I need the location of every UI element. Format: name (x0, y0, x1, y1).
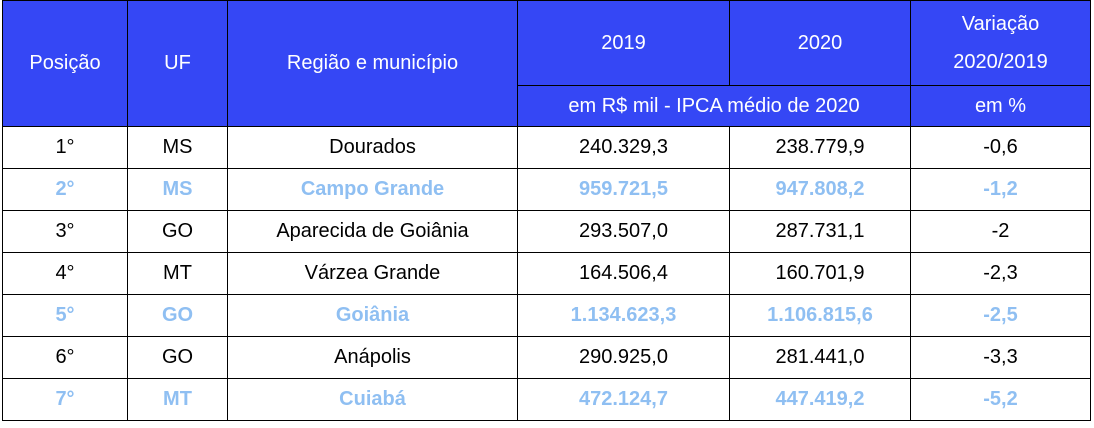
cell-posicao: 2° (2, 168, 128, 211)
cell-municipio: Cuiabá (227, 378, 518, 421)
cell-municipio: Várzea Grande (227, 252, 518, 295)
cell-posicao: 6° (2, 336, 128, 379)
table-header: Posição UF Região e município 2019 2020 … (2, 0, 1091, 127)
cell-posicao: 1° (2, 126, 128, 169)
cell-municipio: Anápolis (227, 336, 518, 379)
header-variacao-line2: 2020/2019 (953, 51, 1048, 73)
cell-posicao: 3° (2, 210, 128, 253)
cell-2020: 447.419,2 (729, 378, 911, 421)
cell-uf: MT (127, 378, 228, 421)
cell-posicao: 7° (2, 378, 128, 421)
header-posicao: Posição (2, 0, 128, 127)
cell-posicao: 4° (2, 252, 128, 295)
cell-variacao: -2,5 (910, 294, 1091, 337)
cell-municipio: Aparecida de Goiânia (227, 210, 518, 253)
cell-2020: 947.808,2 (729, 168, 911, 211)
cell-2019: 1.134.623,3 (517, 294, 730, 337)
cell-2019: 293.507,0 (517, 210, 730, 253)
header-2019: 2019 (517, 0, 730, 86)
cell-variacao: -3,3 (910, 336, 1091, 379)
cell-uf: MS (127, 168, 228, 211)
cell-uf: MS (127, 126, 228, 169)
table-row: 1° MS Dourados 240.329,3 238.779,9 -0,6 (2, 126, 1091, 169)
table-row: 6° GO Anápolis 290.925,0 281.441,0 -3,3 (2, 336, 1091, 379)
cell-variacao: -1,2 (910, 168, 1091, 211)
cell-uf: GO (127, 210, 228, 253)
header-variacao: Variação 2020/2019 (910, 0, 1091, 86)
cell-municipio: Campo Grande (227, 168, 518, 211)
header-regiao-municipio: Região e município (227, 0, 518, 127)
cell-2019: 164.506,4 (517, 252, 730, 295)
cell-2020: 287.731,1 (729, 210, 911, 253)
cell-variacao: -5,2 (910, 378, 1091, 421)
cell-uf: GO (127, 294, 228, 337)
cell-variacao: -2 (910, 210, 1091, 253)
table-row-highlight: 2° MS Campo Grande 959.721,5 947.808,2 -… (2, 168, 1091, 211)
cell-municipio: Dourados (227, 126, 518, 169)
header-2020: 2020 (729, 0, 911, 86)
cell-variacao: -2,3 (910, 252, 1091, 295)
cell-uf: MT (127, 252, 228, 295)
table-row: 3° GO Aparecida de Goiânia 293.507,0 287… (2, 210, 1091, 253)
cell-2019: 240.329,3 (517, 126, 730, 169)
cell-2019: 290.925,0 (517, 336, 730, 379)
header-unit-percent: em % (910, 85, 1091, 127)
cell-posicao: 5° (2, 294, 128, 337)
cell-2020: 160.701,9 (729, 252, 911, 295)
cell-2020: 238.779,9 (729, 126, 911, 169)
table-row: 4° MT Várzea Grande 164.506,4 160.701,9 … (2, 252, 1091, 295)
ranking-table: Posição UF Região e município 2019 2020 … (2, 0, 1091, 421)
header-uf: UF (127, 0, 228, 127)
cell-uf: GO (127, 336, 228, 379)
header-unit-values: em R$ mil - IPCA médio de 2020 (517, 85, 911, 127)
table-row-highlight: 5° GO Goiânia 1.134.623,3 1.106.815,6 -2… (2, 294, 1091, 337)
cell-2019: 959.721,5 (517, 168, 730, 211)
cell-variacao: -0,6 (910, 126, 1091, 169)
table-body: 1° MS Dourados 240.329,3 238.779,9 -0,6 … (2, 126, 1091, 421)
cell-2020: 1.106.815,6 (729, 294, 911, 337)
cell-2020: 281.441,0 (729, 336, 911, 379)
cell-2019: 472.124,7 (517, 378, 730, 421)
header-variacao-line1: Variação (961, 13, 1040, 35)
cell-municipio: Goiânia (227, 294, 518, 337)
table-row-highlight: 7° MT Cuiabá 472.124,7 447.419,2 -5,2 (2, 378, 1091, 421)
